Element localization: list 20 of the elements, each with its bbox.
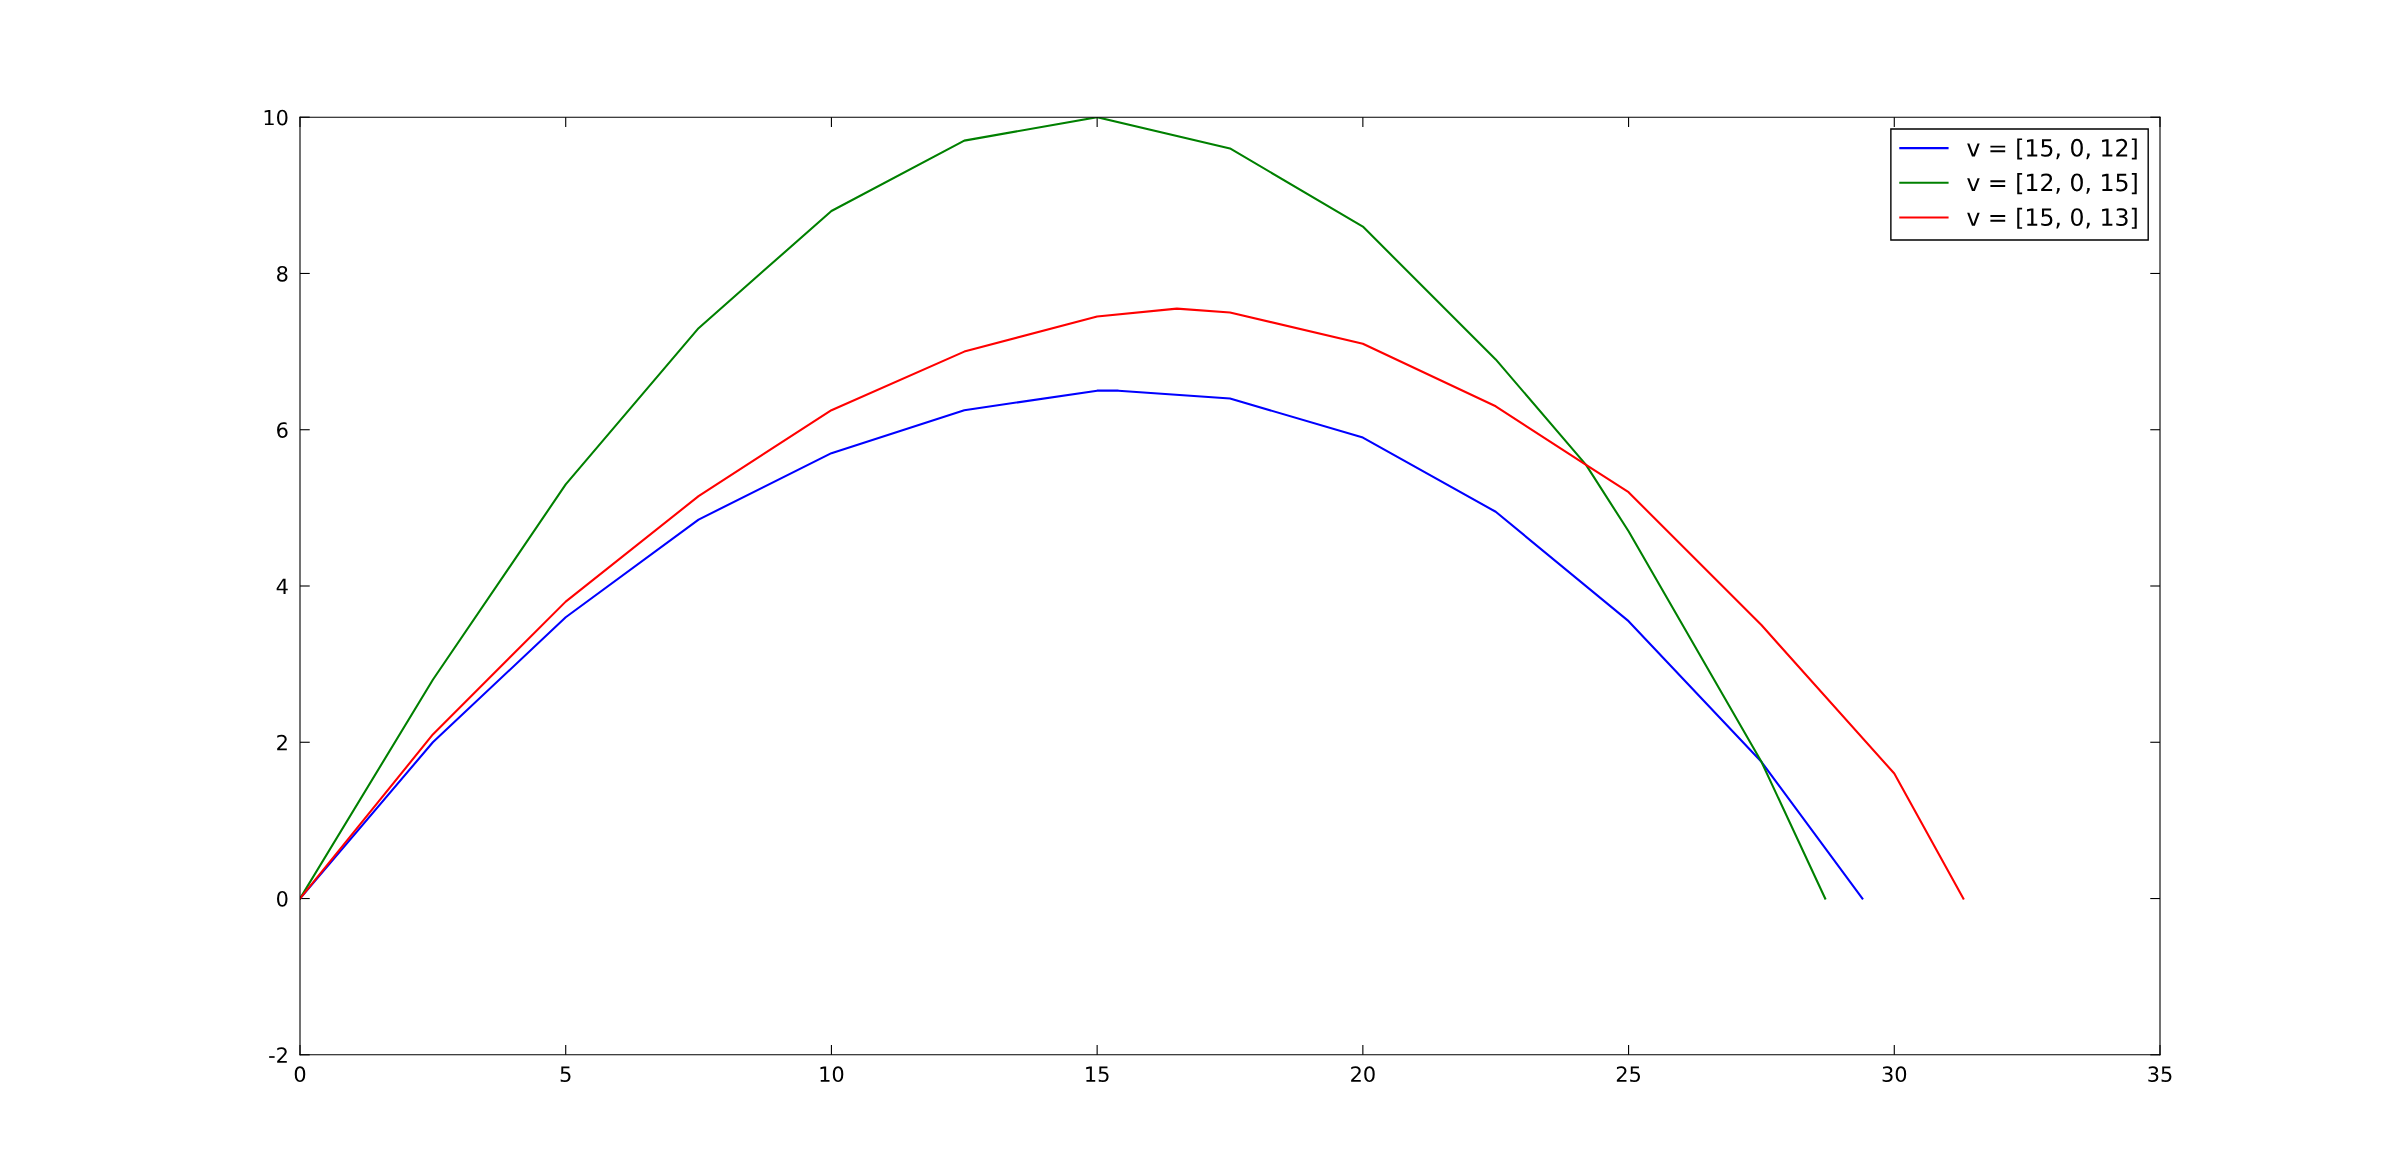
line-series [300, 117, 1827, 900]
x-tick-label: 15 [1086, 1066, 1109, 1083]
x-tick-label: 25 [1616, 1066, 1641, 1083]
line-series [300, 307, 1965, 900]
y-tick-label: 4 [276, 578, 288, 594]
y-tick-label: 8 [277, 265, 288, 282]
x-tick-label: 0 [294, 1066, 306, 1083]
x-tick-label: 20 [1351, 1066, 1375, 1083]
x-tick-label: 30 [1882, 1066, 1907, 1083]
y-tick-label: 2 [277, 734, 287, 751]
x-tick-label: 10 [820, 1066, 844, 1083]
legend-label: v = [12, 0, 15] [1967, 173, 2137, 195]
legend-label: v = [15, 0, 12] [1967, 138, 2137, 160]
x-tick-label: 35 [2148, 1066, 2172, 1083]
y-tick-label: -2 [269, 1047, 287, 1063]
y-tick-label: 6 [277, 422, 288, 438]
x-tick-label: 5 [560, 1066, 571, 1083]
y-tick-label: 0 [277, 890, 288, 907]
legend-label: v = [15, 0, 13] [1967, 207, 2137, 229]
y-tick-label: 10 [264, 109, 288, 126]
